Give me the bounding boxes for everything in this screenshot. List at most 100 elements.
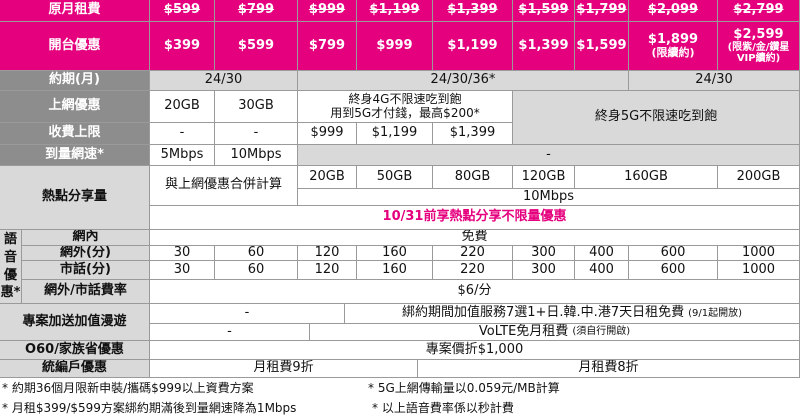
o60-label: O60/家族省優惠 [0, 341, 150, 360]
landline-minutes: 1000 [718, 261, 800, 280]
off-net-minutes: 30 [150, 246, 215, 261]
throttle-rest: - [298, 145, 800, 166]
data-4g-unlimited: 終身4G不限速吃到飽 用到5G才付錢，最高$200* [298, 91, 513, 123]
landline-minutes: 60 [215, 261, 298, 280]
off-net-minutes: 600 [629, 246, 718, 261]
hotspot-amount: 120GB [513, 166, 575, 189]
cap-999: $1,199 [357, 123, 433, 145]
throttle-599: 10Mbps [215, 145, 298, 166]
original-price: $999 [298, 0, 357, 22]
footnotes: * 約期36個月限新申裝/攜碼$999以上資費方案 * 5G上網傳輸量以0.05… [0, 378, 800, 419]
throttle-label: 到量網速* [0, 145, 150, 166]
off-net-minutes: 60 [215, 246, 298, 261]
original-price: $599 [150, 0, 215, 22]
on-net-label: 網內 [22, 230, 150, 246]
cap-799: $999 [298, 123, 357, 145]
original-price: $799 [215, 0, 298, 22]
cap-399: - [150, 123, 215, 145]
original-price: $1,599 [513, 0, 575, 22]
promo-price-2099: $1,899 (限續約) [629, 22, 718, 71]
vas-start-date: (9/1起開放) [688, 307, 742, 319]
landline-minutes: 300 [513, 261, 575, 280]
promo-price: $1,599 [575, 22, 629, 71]
hotspot-label: 熱點分享量 [0, 166, 150, 230]
hotspot-amount: 200GB [718, 166, 800, 189]
landline-minutes: 400 [575, 261, 629, 280]
volte-free: VoLTE免月租費 [478, 324, 569, 339]
off-net-minutes: 300 [513, 246, 575, 261]
landline-minutes: 160 [357, 261, 433, 280]
voice-label-char: 音 [3, 249, 17, 265]
original-price: $1,199 [357, 0, 433, 22]
original-price: $1,399 [433, 0, 513, 22]
cap-599: - [215, 123, 298, 145]
hotspot-speed: 10Mbps [298, 189, 800, 206]
landline-label: 市話(分) [22, 261, 150, 280]
unified-low: 月租費9折 [150, 360, 418, 378]
unified-label: 統編戶優惠 [0, 360, 150, 378]
promo-price: $1,899 [647, 31, 699, 47]
hotspot-promo: 10/31前享熱點分享不限量優惠 [150, 206, 800, 230]
contract-low: 24/30 [150, 71, 298, 91]
promo-price: $399 [150, 22, 215, 71]
landline-minutes: 220 [433, 261, 513, 280]
vas-low-2: - [150, 324, 310, 341]
promo-price: $1,399 [513, 22, 575, 71]
contract-mid: 24/30/36* [298, 71, 629, 91]
charge-cap-label: 收費上限 [0, 123, 150, 145]
off-net-minutes: 120 [298, 246, 357, 261]
footnote-voice-billing: * 以上語音費率係以秒計費 [372, 401, 514, 415]
volte-note: (須自行開啟) [572, 326, 631, 338]
contract-label: 約期(月) [0, 71, 150, 91]
off-rate-value: $6/分 [150, 280, 800, 304]
vas-high: 綁約期間加值服務7選1+日.韓.中.港7天日租免費 (9/1起開放) [345, 304, 800, 324]
off-rate-label: 網外/市話費率 [22, 280, 150, 304]
promo-price: $599 [215, 22, 298, 71]
throttle-399: 5Mbps [150, 145, 215, 166]
original-price: $2,799 [718, 0, 800, 22]
original-fee-label: 原月租費 [0, 0, 150, 22]
off-net-label: 網外(分) [22, 246, 150, 261]
vas-label: 專案加送加值漫遊 [0, 304, 150, 341]
promo-condition: (限紫/金/鑽星VIP續約) [727, 42, 790, 65]
o60-value: 專案價折$1,000 [150, 341, 800, 360]
off-net-minutes: 400 [575, 246, 629, 261]
hotspot-combined: 與上網優惠合併計算 [150, 166, 298, 206]
data-599: 30GB [215, 91, 298, 123]
unified-high: 月租費8折 [418, 360, 800, 378]
voice-label: 語音優惠* [0, 230, 22, 304]
original-price: $2,099 [629, 0, 718, 22]
vas-low: - [150, 304, 345, 324]
volte-offer: VoLTE免月租費 (須自行開啟) [310, 324, 800, 341]
voice-label-char: 語 [3, 232, 17, 248]
landline-minutes: 600 [629, 261, 718, 280]
promo-price: $999 [357, 22, 433, 71]
contract-high: 24/30 [629, 71, 800, 91]
footnote-throttle: * 月租$399/$599方案綁約期滿後到量網速降為1Mbps [2, 401, 297, 415]
landline-minutes: 120 [298, 261, 357, 280]
vas-roaming-offer: 綁約期間加值服務7選1+日.韓.中.港7天日租免費 [401, 305, 685, 321]
off-net-minutes: 220 [433, 246, 513, 261]
data-399: 20GB [150, 91, 215, 123]
on-net-free: 免費 [150, 230, 800, 246]
footnote-36-month: * 約期36個月限新申裝/攜碼$999以上資費方案 [2, 381, 254, 395]
cap-1199: $1,399 [433, 123, 513, 145]
off-net-minutes: 160 [357, 246, 433, 261]
rate-plan-table: 原月租費 $599 $799 $999 $1,199 $1,399 $1,599 $1,799… [0, 0, 800, 378]
hotspot-amount: 160GB [575, 166, 718, 189]
hotspot-amount: 20GB [298, 166, 357, 189]
hotspot-amount: 80GB [433, 166, 513, 189]
data-5g-unlimited: 終身5G不限速吃到飽 [513, 91, 800, 145]
promo-price: $1,199 [433, 22, 513, 71]
voice-label-char: 優 [3, 267, 17, 283]
promo-condition: (限續約) [651, 46, 695, 60]
original-price: $1,799 [575, 0, 629, 22]
footnote-5g-data: * 5G上網傳輸量以0.059元/MB計算 [368, 381, 560, 395]
promo-price: $2,599 [733, 26, 784, 42]
data-offer-label: 上網優惠 [0, 91, 150, 123]
hotspot-amount: 50GB [357, 166, 433, 189]
landline-minutes: 30 [150, 261, 215, 280]
promo-price-2799: $2,599 (限紫/金/鑽星VIP續約) [718, 22, 800, 71]
off-net-minutes: 1000 [718, 246, 800, 261]
promo-price: $799 [298, 22, 357, 71]
